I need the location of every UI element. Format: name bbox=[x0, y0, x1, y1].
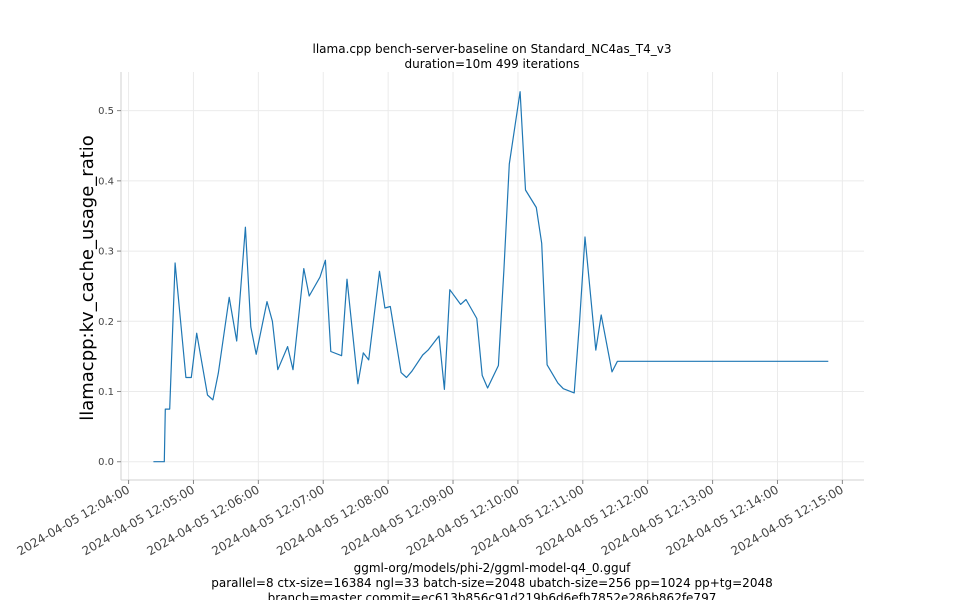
chart-title: llama.cpp bench-server-baseline on Stand… bbox=[313, 42, 672, 56]
y-tick-label: 0.5 bbox=[98, 106, 114, 117]
y-axis-ticks: 0.0 0.1 0.2 0.3 0.4 0.5 bbox=[98, 106, 121, 468]
x-tick-label: 2024-04-05 12:12:00 bbox=[534, 482, 651, 558]
series-line bbox=[153, 91, 829, 463]
x-tick-label: 2024-04-05 12:14:00 bbox=[664, 482, 781, 558]
x-tick-label: 2024-04-05 12:05:00 bbox=[80, 482, 197, 558]
chart-subtitle: duration=10m 499 iterations bbox=[405, 57, 580, 71]
x-tick-label: 2024-04-05 12:13:00 bbox=[599, 482, 716, 558]
footer-model: ggml-org/models/phi-2/ggml-model-q4_0.gg… bbox=[354, 561, 632, 575]
y-tick-label: 0.1 bbox=[98, 387, 114, 398]
x-tick-label: 2024-04-05 12:07:00 bbox=[209, 482, 326, 558]
axes bbox=[120, 72, 864, 481]
y-tick-label: 0.3 bbox=[98, 247, 114, 258]
footer-commit: branch=master commit=ec613b856c91d219b6d… bbox=[268, 591, 717, 600]
x-tick-label: 2024-04-05 12:15:00 bbox=[728, 482, 845, 558]
footer-params: parallel=8 ctx-size=16384 ngl=33 batch-s… bbox=[211, 576, 772, 590]
x-tick-label: 2024-04-05 12:06:00 bbox=[144, 482, 261, 558]
y-tick-label: 0.2 bbox=[98, 317, 114, 328]
x-tick-label: 2024-04-05 12:04:00 bbox=[15, 482, 132, 558]
y-tick-label: 0.0 bbox=[98, 457, 114, 468]
y-axis-label: llamacpp:kv_cache_usage_ratio bbox=[77, 135, 98, 421]
x-tick-label: 2024-04-05 12:09:00 bbox=[339, 482, 456, 558]
x-tick-label: 2024-04-05 12:10:00 bbox=[404, 482, 521, 558]
x-tick-label: 2024-04-05 12:08:00 bbox=[274, 482, 391, 558]
y-tick-label: 0.4 bbox=[98, 176, 114, 187]
series-group bbox=[153, 91, 829, 463]
x-tick-label: 2024-04-05 12:11:00 bbox=[469, 482, 586, 558]
grid bbox=[121, 72, 864, 480]
